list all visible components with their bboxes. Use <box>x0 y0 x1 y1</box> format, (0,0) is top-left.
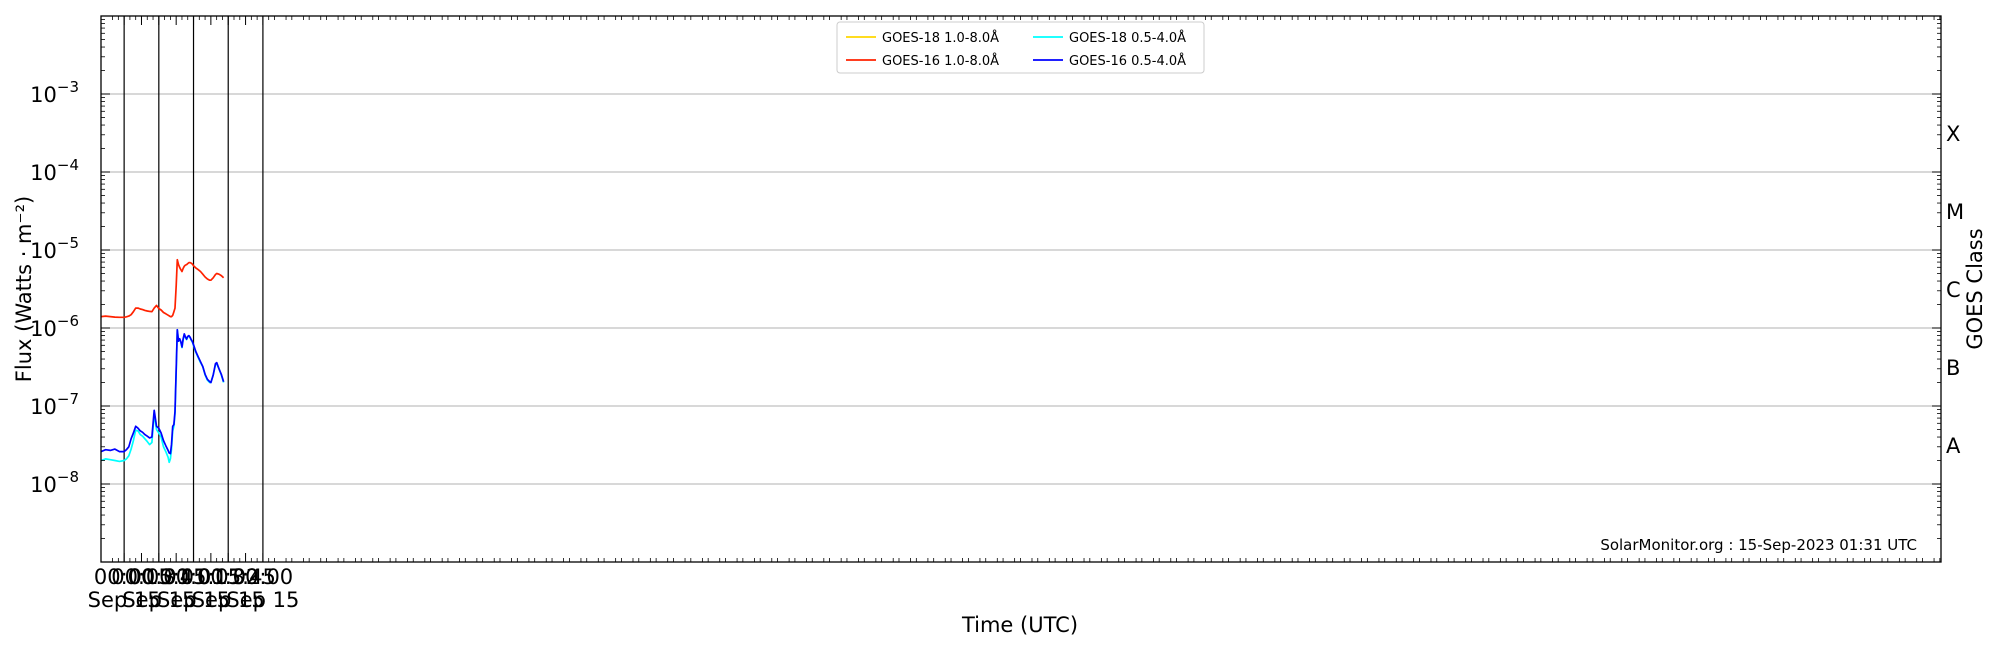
x-tick-label: 00:00 <box>94 565 155 589</box>
x-tick-label: 01:30 <box>198 565 259 589</box>
x-tick-date-label: Sep 15 <box>157 588 230 612</box>
y-tick-label: 10−7 <box>30 390 79 419</box>
legend: GOES-18 1.0-8.0Å GOES-16 1.0-8.0Å GOES-18 … <box>836 21 1205 74</box>
x-tick-label: 01:45 <box>215 565 276 589</box>
y-axis-label: Flux (Watts · m⁻²) <box>12 196 36 382</box>
legend-label: GOES-16 0.5-4.0Å <box>1069 53 1186 69</box>
y-tick-label: 10−4 <box>30 156 79 185</box>
grid-layer <box>101 16 1941 562</box>
legend-box <box>836 21 1205 74</box>
y-tick-label: 10−8 <box>30 468 79 497</box>
goes-class-axis-label: GOES Class <box>1963 228 1987 349</box>
y-tick-label: 10−5 <box>30 234 79 263</box>
legend-label: GOES-16 1.0-8.0Å <box>882 53 999 69</box>
x-axis-label: Time (UTC) <box>961 613 1078 637</box>
goes-class-label: A <box>1946 434 1961 458</box>
x-tick-date-label: Sep 15 <box>192 588 265 612</box>
goes-class-label: C <box>1946 278 1961 302</box>
series-line-4 <box>100 328 225 455</box>
y-tick-label: 10−3 <box>30 78 79 107</box>
legend-entries: GOES-18 1.0-8.0Å GOES-16 1.0-8.0Å GOES-18 … <box>846 30 1186 69</box>
legend-label: GOES-18 0.5-4.0Å <box>1069 30 1186 46</box>
legend-label: GOES-18 1.0-8.0Å <box>882 30 999 46</box>
x-tick-label: 00:15 <box>111 565 172 589</box>
credit-text: SolarMonitor.org : 15-Sep-2023 01:31 UTC <box>1600 536 1917 554</box>
series-line-3 <box>100 328 225 464</box>
x-tick-date-label: Sep 15 <box>122 588 195 612</box>
x-tick-date-label: Sep 15 <box>88 588 161 612</box>
x-tick-label: 02:00 <box>233 565 294 589</box>
goes-class-label: M <box>1946 200 1964 224</box>
x-tick-label: 00:45 <box>146 565 207 589</box>
series-layer <box>100 258 225 464</box>
x-tick-date-label: Sep 15 <box>226 588 299 612</box>
x-tick-label: 00:30 <box>129 565 190 589</box>
series-line-2 <box>100 258 225 319</box>
x-tick-label: 01:00 <box>163 565 224 589</box>
plot-frame <box>100 15 1942 563</box>
goes-class-label: B <box>1946 356 1960 380</box>
y-tick-label: 10−6 <box>30 312 79 341</box>
goes-class-label: X <box>1946 122 1960 146</box>
x-tick-label: 01:15 <box>181 565 242 589</box>
